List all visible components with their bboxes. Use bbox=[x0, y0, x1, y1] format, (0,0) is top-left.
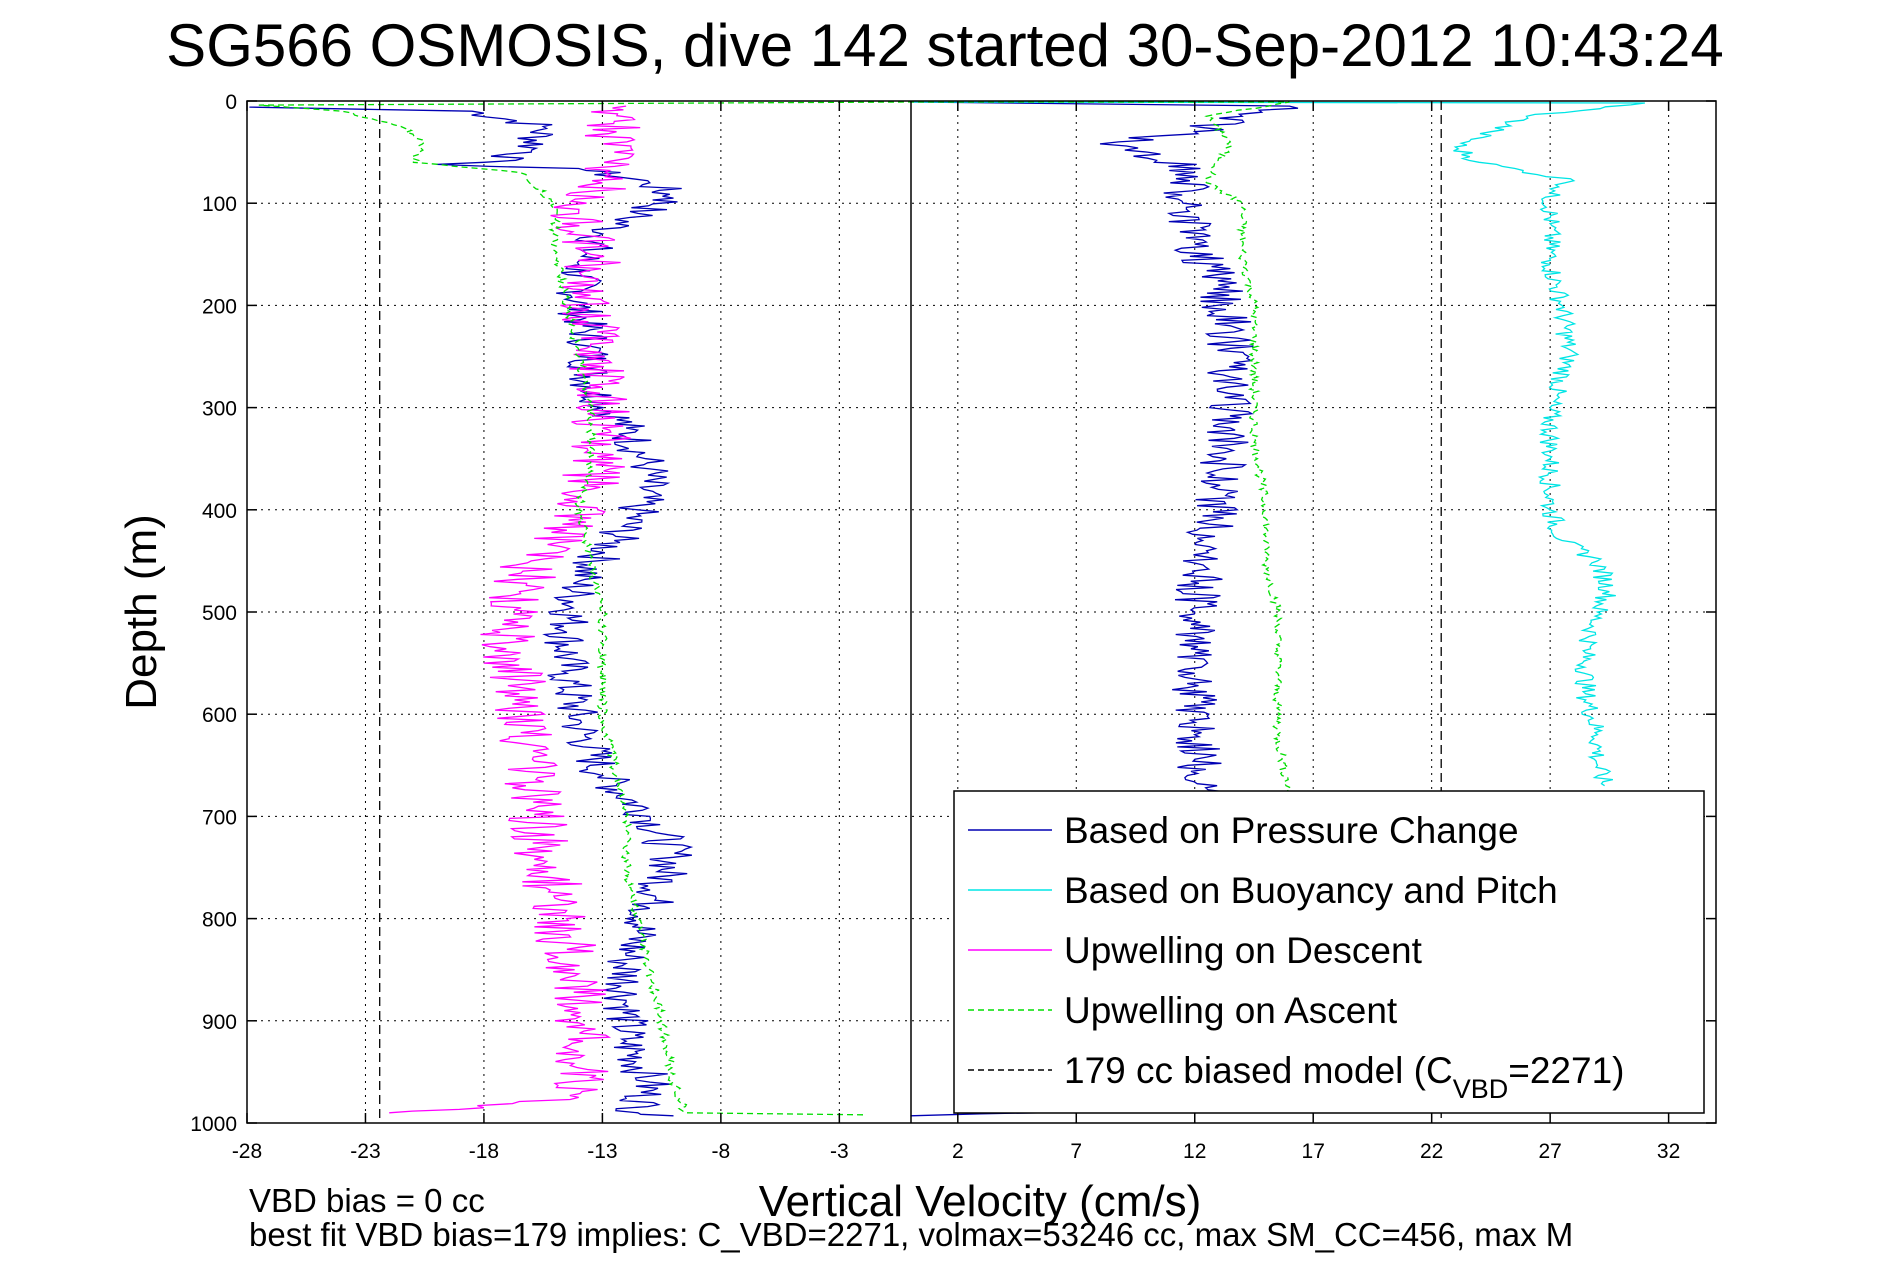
y-tick-label: 500 bbox=[202, 602, 237, 625]
grid bbox=[246, 100, 1716, 1124]
series-line bbox=[910, 101, 1645, 787]
x-tick-label: -3 bbox=[830, 1140, 849, 1163]
legend-label: Upwelling on Ascent bbox=[1064, 990, 1398, 1031]
legend-label: Based on Buoyancy and Pitch bbox=[1064, 870, 1558, 911]
legend-label-subscript: VBD bbox=[1453, 1074, 1509, 1104]
x-tick-label: 2 bbox=[952, 1140, 964, 1163]
x-tick-label: 32 bbox=[1657, 1140, 1680, 1163]
x-tick-label: 22 bbox=[1420, 1140, 1443, 1163]
legend-label-text: 179 cc biased model (C bbox=[1064, 1050, 1453, 1091]
x-tick-label: -8 bbox=[712, 1140, 731, 1163]
y-tick-label: 400 bbox=[202, 500, 237, 523]
legend-label: 179 cc biased model (CVBD=2271) bbox=[1064, 1050, 1624, 1104]
legend-label-text: Upwelling on Descent bbox=[1064, 930, 1423, 971]
y-tick-label: 0 bbox=[225, 91, 237, 114]
y-tick-label: 600 bbox=[202, 704, 237, 727]
x-axis-label: Vertical Velocity (cm/s) bbox=[759, 1177, 1202, 1226]
y-tick-label: 1000 bbox=[190, 1113, 237, 1136]
x-tick-label: -28 bbox=[232, 1140, 262, 1163]
legend-box bbox=[953, 790, 1705, 1114]
legend-label-text: Based on Pressure Change bbox=[1064, 810, 1519, 851]
series-line bbox=[258, 101, 1292, 1116]
y-tick-label: 300 bbox=[202, 398, 237, 421]
y-tick-label: 200 bbox=[202, 295, 237, 318]
series-line bbox=[249, 106, 694, 1117]
legend-label: Based on Pressure Change bbox=[1064, 810, 1519, 851]
legend-label-text: Upwelling on Ascent bbox=[1064, 990, 1398, 1031]
y-ticks: 0 100 200 300 400 500 600 700 800 900 1000 bbox=[190, 91, 1716, 1136]
y-tick-label: 700 bbox=[202, 806, 237, 829]
series-line bbox=[389, 105, 641, 1114]
y-axis-label: Depth (m) bbox=[117, 514, 166, 710]
y-tick-label: 100 bbox=[202, 193, 237, 216]
footnote-bestfit: best fit VBD bias=179 implies: C_VBD=227… bbox=[249, 1216, 1573, 1253]
legend-label-tail: =2271) bbox=[1508, 1050, 1624, 1091]
x-tick-label: 17 bbox=[1302, 1140, 1325, 1163]
x-tick-label: -18 bbox=[469, 1140, 499, 1163]
x-tick-label: -13 bbox=[587, 1140, 617, 1163]
x-tick-label: 12 bbox=[1183, 1140, 1206, 1163]
x-ticks: -28 -23 -18 -13 -8 -3 2 7 12 17 22 27 32 bbox=[232, 101, 1680, 1163]
x-tick-label: 7 bbox=[1070, 1140, 1082, 1163]
x-tick-label: -23 bbox=[350, 1140, 380, 1163]
chart-title: SG566 OSMOSIS, dive 142 started 30-Sep-2… bbox=[166, 12, 1724, 79]
legend-label: Upwelling on Descent bbox=[1064, 930, 1423, 971]
legend-label-text: Based on Buoyancy and Pitch bbox=[1064, 870, 1558, 911]
x-tick-label: 27 bbox=[1538, 1140, 1561, 1163]
y-tick-label: 900 bbox=[202, 1011, 237, 1034]
y-tick-label: 800 bbox=[202, 909, 237, 932]
legend: Based on Pressure Change Based on Buoyanc… bbox=[953, 790, 1705, 1114]
footnote-bias: VBD bias = 0 cc bbox=[249, 1182, 485, 1219]
